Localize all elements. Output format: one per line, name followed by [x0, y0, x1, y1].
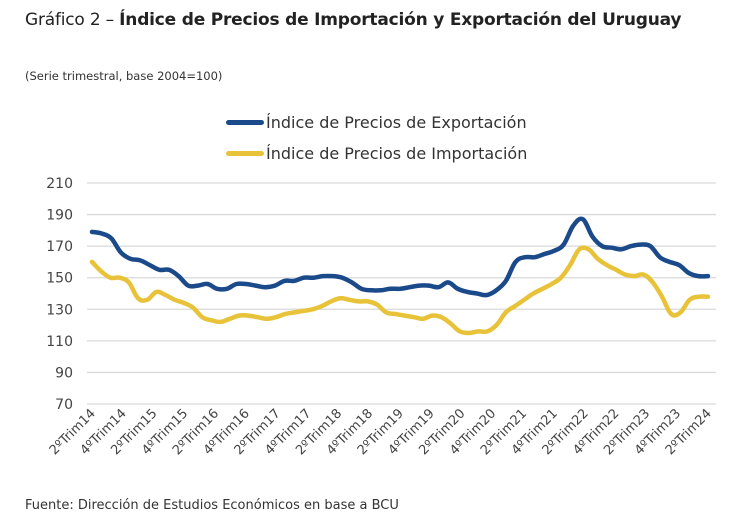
- y-tick-label: 210: [46, 176, 73, 192]
- legend-label-import: Índice de Precios de Importación: [266, 144, 528, 163]
- series-line-import: [89, 245, 711, 336]
- y-tick-label: 130: [46, 302, 73, 318]
- y-tick-label: 70: [55, 397, 73, 413]
- chart-title: Gráfico 2 – Índice de Precios de Importa…: [25, 10, 681, 30]
- legend-label-export: Índice de Precios de Exportación: [266, 113, 527, 132]
- legend-item-export: Índice de Precios de Exportación: [226, 107, 527, 138]
- x-axis-ticks: 2ºTrim144ºTrim142ºTrim154ºTrim152ºTrim16…: [47, 406, 715, 458]
- legend-item-import: Índice de Precios de Importación: [226, 138, 527, 169]
- y-tick-label: 90: [55, 365, 73, 381]
- gridlines: [87, 182, 716, 405]
- series-line-export: [89, 216, 711, 298]
- y-tick-label: 150: [46, 271, 73, 287]
- legend-swatch-export: [226, 120, 264, 125]
- chart-title-main: Índice de Precios de Importación y Expor…: [119, 10, 682, 30]
- source-note: Fuente: Dirección de Estudios Económicos…: [25, 498, 399, 513]
- y-tick-label: 110: [46, 334, 73, 350]
- y-axis-ticks: 70 90 110 130 150 170 190 210: [46, 176, 73, 413]
- chart-subtitle: (Serie trimestral, base 2004=100): [25, 69, 223, 83]
- chart-title-lead: Gráfico 2 –: [25, 10, 120, 30]
- legend-swatch-import: [226, 151, 264, 156]
- y-tick-label: 190: [46, 208, 73, 224]
- series-lines: [89, 216, 711, 336]
- y-tick-label: 170: [46, 239, 73, 255]
- chart-legend: Índice de Precios de Exportación Índice …: [226, 107, 527, 169]
